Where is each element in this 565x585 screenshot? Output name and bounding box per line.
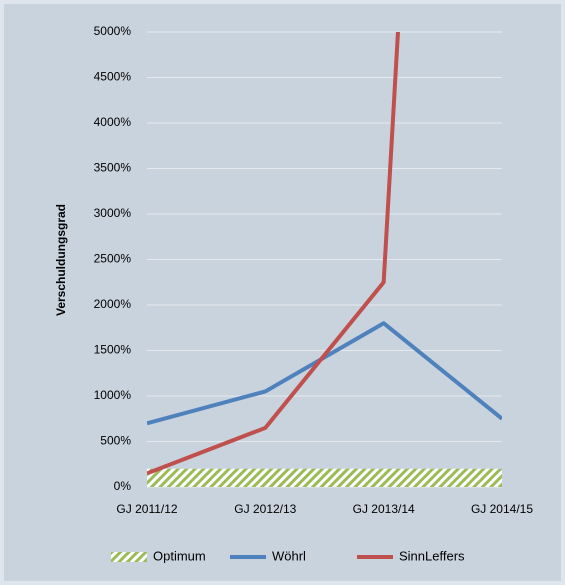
y-tick-label: 4500%	[94, 70, 132, 84]
y-tick-label: 3500%	[94, 161, 132, 175]
chart-background	[4, 4, 561, 581]
y-tick-label: 2000%	[94, 297, 132, 311]
x-tick-label: GJ 2012/13	[234, 502, 296, 516]
y-tick-label: 1500%	[94, 343, 132, 357]
y-tick-label: 3000%	[94, 206, 132, 220]
legend-label: Wöhrl	[272, 548, 306, 563]
plot-area	[147, 32, 502, 487]
x-tick-label: GJ 2013/14	[353, 502, 415, 516]
y-tick-label: 2500%	[94, 252, 132, 266]
x-tick-label: GJ 2014/15	[471, 502, 533, 516]
line	[147, 32, 400, 476]
area	[147, 468, 502, 487]
y-tick-label: 500%	[100, 434, 131, 448]
y-axis-label: Verschuldungsgrad	[54, 204, 68, 316]
x-tick-label: GJ 2011/12	[116, 502, 177, 516]
y-tick-label: 1000%	[94, 388, 132, 402]
legend-label: SinnLeffers	[399, 548, 465, 563]
legend-label: Optimum	[153, 548, 206, 563]
y-tick-label: 0%	[114, 479, 132, 493]
legend-swatch	[111, 552, 147, 562]
y-tick-label: 5000%	[94, 24, 132, 38]
y-tick-label: 4000%	[94, 115, 132, 129]
